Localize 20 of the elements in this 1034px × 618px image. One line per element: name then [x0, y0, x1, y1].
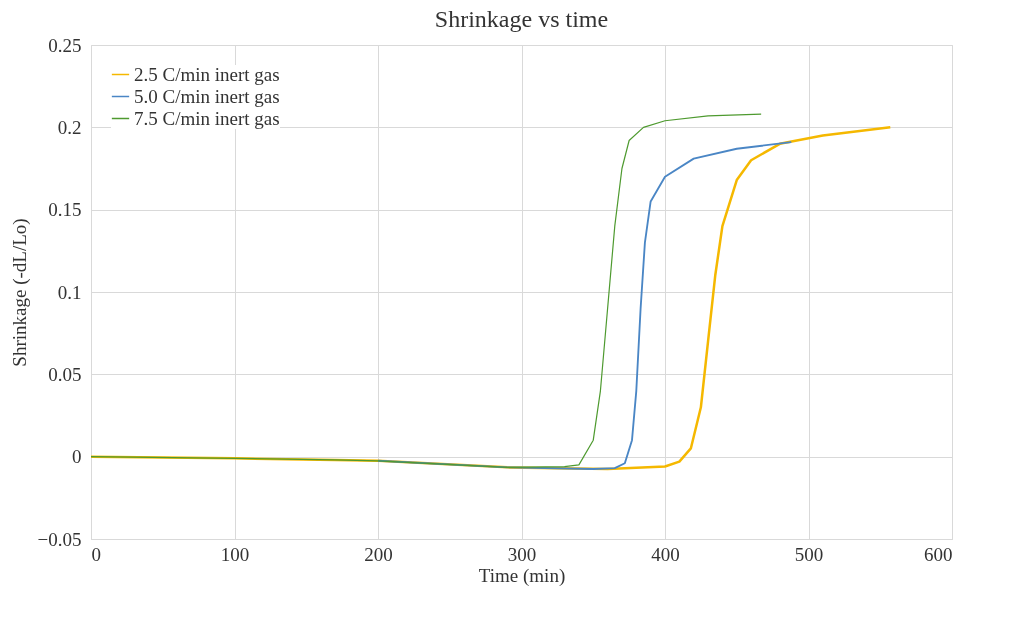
chart-title: Shrinkage vs time — [434, 6, 609, 32]
x-tick-label: 600 — [924, 543, 953, 565]
legend-label: 5.0 C/min inert gas — [134, 85, 280, 107]
y-tick-label: 0.1 — [57, 281, 82, 303]
y-tick-label: 0.05 — [48, 363, 82, 385]
x-tick-label: 300 — [507, 543, 537, 565]
x-tick-label: 100 — [220, 543, 250, 565]
y-axis-title: Shrinkage (-dL/Lo) — [8, 218, 31, 367]
x-tick-label: 0 — [91, 543, 101, 565]
y-tick-label: 0.2 — [57, 116, 82, 138]
y-tick-label: −0.05 — [37, 528, 82, 550]
legend-label: 7.5 C/min inert gas — [134, 107, 280, 129]
x-axis-title: Time (min) — [478, 564, 566, 587]
y-tick-label: 0.15 — [48, 199, 82, 221]
legend-label: 2.5 C/min inert gas — [134, 63, 280, 85]
x-tick-label: 500 — [794, 543, 824, 565]
x-tick-label: 400 — [651, 543, 680, 565]
y-tick-label: 0.25 — [48, 34, 82, 56]
x-tick-label: 200 — [364, 543, 393, 565]
y-tick-label: 0 — [72, 446, 82, 468]
